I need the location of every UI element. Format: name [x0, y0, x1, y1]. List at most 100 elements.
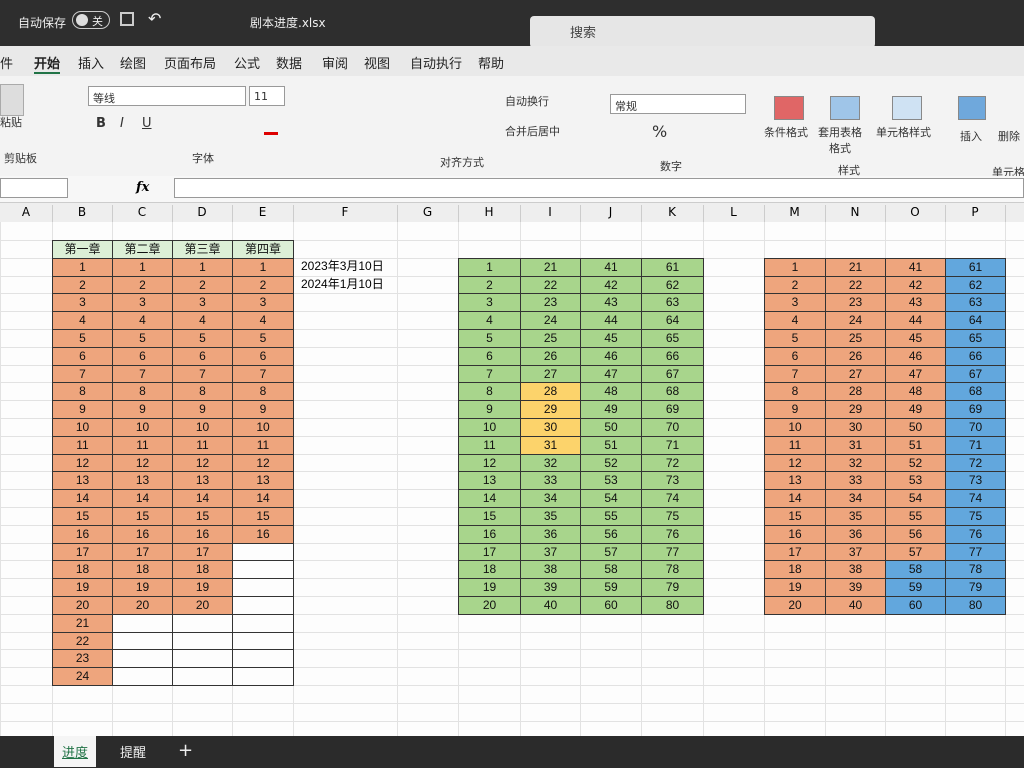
cell: 第三章: [172, 240, 233, 259]
menu-tab[interactable]: 视图: [364, 57, 391, 72]
cell: 11: [52, 435, 113, 455]
paste-icon[interactable]: [0, 84, 24, 116]
cell: 59: [885, 578, 946, 597]
cell: 14: [172, 489, 233, 508]
group-label: 字体: [192, 152, 214, 165]
insert-button[interactable]: 插入: [960, 130, 982, 143]
font-size-box[interactable]: 11: [249, 86, 285, 106]
number-format-box[interactable]: 常规: [610, 94, 746, 114]
cell: 78: [641, 560, 704, 580]
cell: 22: [52, 631, 113, 651]
cell: 2: [112, 275, 173, 295]
menu-tab[interactable]: 插入: [78, 57, 105, 72]
cell: 11: [112, 435, 173, 455]
underline-button[interactable]: U: [142, 116, 152, 131]
cell: 24: [825, 311, 886, 330]
cell: 77: [641, 542, 704, 562]
cell: 15: [764, 507, 826, 526]
cell: 60: [580, 596, 642, 615]
cell: 9: [458, 400, 521, 419]
formula-input[interactable]: [174, 178, 1024, 198]
menu-tab[interactable]: 绘图: [120, 57, 147, 72]
cell: 29: [825, 400, 886, 419]
cell: 6: [232, 346, 294, 366]
paste-label[interactable]: 粘贴: [0, 116, 22, 129]
cell: 4: [764, 311, 826, 330]
toggle-knob: [76, 14, 88, 26]
cell: 60: [885, 596, 946, 615]
table-format-button[interactable]: 套用表格格式: [818, 126, 862, 155]
cell: 6: [172, 346, 233, 366]
conditional-format-button[interactable]: 条件格式: [764, 126, 808, 139]
sheet-tab[interactable]: 提醒: [120, 746, 147, 761]
cell: [112, 631, 173, 651]
cell: 74: [641, 489, 704, 508]
menu-tab[interactable]: 页面布局: [164, 57, 217, 72]
undo-icon[interactable]: ↶: [148, 9, 162, 28]
cell: 5: [764, 329, 826, 348]
cell: 1: [52, 257, 113, 277]
date-text: 2024年1月10日: [301, 276, 384, 291]
menu-tab[interactable]: 帮助: [478, 57, 505, 72]
cell: 77: [945, 542, 1006, 562]
cell: 3: [764, 293, 826, 313]
cell: 13: [112, 471, 173, 491]
cell: 11: [232, 435, 294, 455]
delete-button[interactable]: 删除: [998, 130, 1020, 143]
cell: 2: [52, 275, 113, 295]
percent-button[interactable]: %: [652, 122, 668, 141]
cell: 17: [52, 542, 113, 562]
cell: 5: [458, 329, 521, 348]
menu-tab[interactable]: 数据: [276, 57, 303, 72]
font-name-box[interactable]: 等线: [88, 86, 246, 106]
cell: 44: [580, 311, 642, 330]
toggle-state: 关: [92, 15, 103, 28]
wrap-text-button[interactable]: 自动换行: [505, 95, 549, 108]
column-header: J: [580, 205, 642, 222]
cell: 45: [885, 329, 946, 348]
cell: 37: [520, 542, 581, 562]
group-label: 数字: [660, 160, 682, 173]
bold-button[interactable]: B: [96, 116, 106, 131]
cell: 54: [885, 489, 946, 508]
cell: 56: [580, 524, 642, 544]
col-line: [0, 222, 1, 736]
menu-tab[interactable]: 开始: [34, 53, 61, 74]
menu-tab[interactable]: 件: [0, 57, 14, 72]
menu-tab[interactable]: 审阅: [322, 57, 349, 72]
fx-label: fx: [136, 180, 150, 195]
row-line: [0, 702, 1024, 704]
column-header: C: [112, 205, 173, 222]
filename[interactable]: 剧本进度.xlsx: [250, 16, 326, 30]
cell-style-button[interactable]: 单元格样式: [876, 126, 931, 139]
formula-bar: fx: [0, 176, 1024, 203]
cell: 69: [641, 400, 704, 419]
cell: 20: [458, 596, 521, 615]
cell: 15: [112, 507, 173, 526]
sheet-tab[interactable]: 进度: [54, 736, 97, 767]
cell: 7: [172, 364, 233, 384]
cell: 65: [945, 329, 1006, 348]
cell: 16: [232, 524, 294, 544]
add-sheet-button[interactable]: +: [178, 740, 194, 761]
row-line: [0, 649, 1024, 651]
cell: 62: [945, 275, 1006, 295]
cell: 68: [641, 382, 704, 402]
cell: 67: [641, 364, 704, 384]
cell: 43: [885, 293, 946, 313]
menu-tab[interactable]: 公式: [234, 57, 261, 72]
save-icon[interactable]: [120, 12, 134, 26]
search-box[interactable]: 搜索: [530, 16, 875, 48]
cell: 2: [172, 275, 233, 295]
cell: 10: [458, 418, 521, 437]
autosave-toggle[interactable]: 关: [72, 11, 110, 29]
name-box[interactable]: [0, 178, 68, 198]
cell: 25: [825, 329, 886, 348]
merge-button[interactable]: 合并后居中: [505, 125, 560, 138]
cell: [112, 667, 173, 686]
cell: [232, 631, 294, 651]
col-line: [397, 222, 398, 736]
cell: 71: [945, 435, 1006, 455]
italic-button[interactable]: I: [120, 116, 124, 131]
menu-tab[interactable]: 自动执行: [410, 57, 463, 72]
